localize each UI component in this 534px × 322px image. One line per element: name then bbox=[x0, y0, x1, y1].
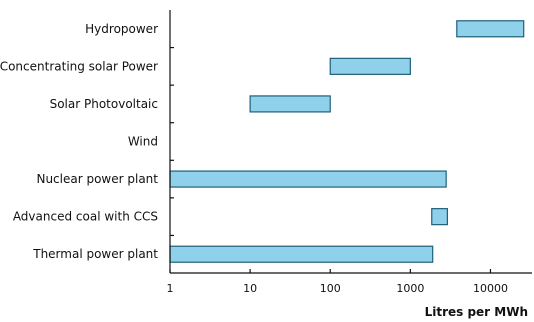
x-tick-label: 1000 bbox=[396, 282, 424, 295]
x-axis-title: Litres per MWh bbox=[425, 305, 528, 319]
x-ticks: 1 10 100 1000 10000 bbox=[167, 269, 508, 295]
bars-group bbox=[169, 20, 525, 263]
category-label-advanced-coal-with-ccs: Advanced coal with CCS bbox=[13, 210, 158, 224]
bar-concentrating-solar-power bbox=[329, 57, 411, 75]
x-tick-label: 10000 bbox=[473, 282, 508, 295]
category-label-wind: Wind bbox=[128, 135, 158, 149]
bar-advanced-coal-with-ccs bbox=[431, 208, 448, 226]
category-label-concentrating-solar-power: Concentrating solar Power bbox=[0, 59, 158, 73]
x-tick-label: 10 bbox=[243, 282, 257, 295]
bar-thermal-power-plant bbox=[169, 245, 434, 263]
category-label-solar-photovoltaic: Solar Photovoltaic bbox=[50, 97, 158, 111]
category-label-thermal-power-plant: Thermal power plant bbox=[32, 247, 158, 261]
bar-solar-photovoltaic bbox=[249, 95, 331, 113]
x-tick-label: 1 bbox=[167, 282, 174, 295]
axes-group bbox=[169, 10, 532, 274]
category-labels: Hydropower Concentrating solar Power Solar… bbox=[0, 22, 158, 261]
bar-nuclear-power-plant bbox=[169, 170, 447, 188]
x-tick-label: 100 bbox=[320, 282, 341, 295]
category-label-hydropower: Hydropower bbox=[85, 22, 158, 36]
bar-hydropower bbox=[456, 20, 525, 38]
category-label-nuclear-power-plant: Nuclear power plant bbox=[36, 172, 158, 186]
